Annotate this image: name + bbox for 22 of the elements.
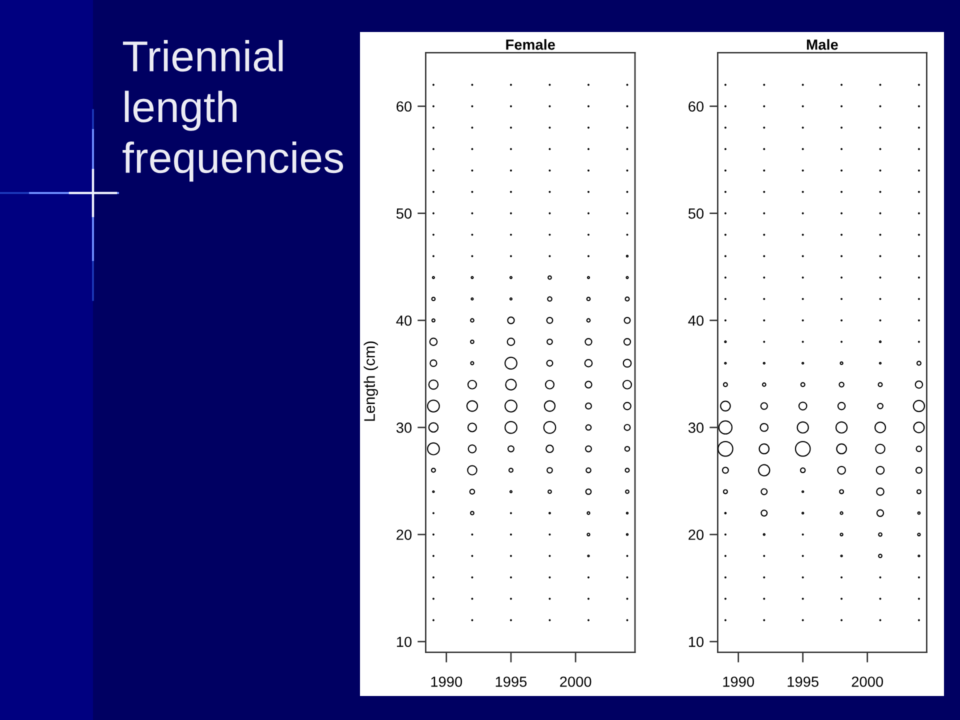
y-tick-label: 60 [396, 101, 412, 112]
y-tick-label: 30 [396, 422, 412, 433]
y-tick-label: 20 [396, 530, 412, 540]
y-tick-label: 30 [688, 422, 704, 433]
x-tick-label: 1995 [788, 676, 818, 687]
x-tick-label: 1990 [723, 676, 754, 687]
y-tick-label: 10 [688, 636, 704, 648]
x-tick-label: 2000 [852, 676, 884, 687]
y-tick-label: 40 [688, 315, 704, 326]
y-tick-label: 10 [396, 636, 412, 648]
text: Triennial length frequencies [122, 40, 344, 182]
x-tick-label: 1990 [431, 676, 462, 687]
x-tick-label: 1995 [496, 676, 527, 687]
y-tick-label: 60 [688, 101, 704, 112]
chart-title: Female [506, 39, 555, 50]
y-tick-label: 40 [396, 315, 412, 326]
y-tick-label: 50 [688, 208, 704, 219]
y-tick-label: 20 [688, 530, 704, 540]
y-tick-label: 50 [396, 208, 412, 219]
x-tick-label: 2000 [560, 676, 592, 687]
chart-title: Male [806, 39, 838, 50]
y-axis-title: Length (cm) [364, 341, 378, 421]
